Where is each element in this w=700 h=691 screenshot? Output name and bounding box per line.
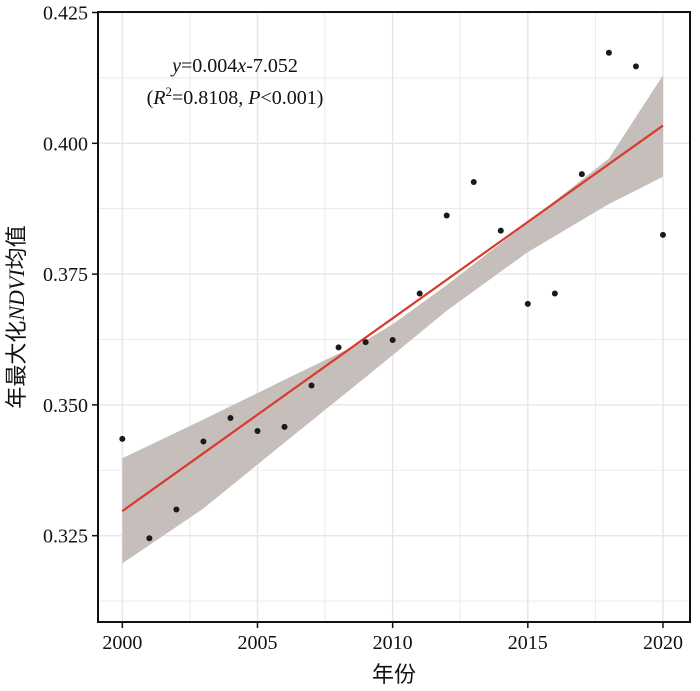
data-point xyxy=(308,382,315,389)
data-point xyxy=(605,49,612,56)
data-point xyxy=(362,339,369,346)
regression-line xyxy=(121,124,664,512)
x-axis: 2000 2005 2010 2015 2020 xyxy=(102,622,683,654)
data-point xyxy=(281,423,288,430)
y-axis: 0.325 0.350 0.375 0.400 0.425 xyxy=(43,3,98,548)
x-tick-label: 2010 xyxy=(373,632,413,654)
data-point xyxy=(146,535,153,542)
data-point xyxy=(578,171,585,178)
regression-stats: (R2=0.8108, P<0.001) xyxy=(147,84,324,109)
data-point xyxy=(659,231,666,238)
x-tick-label: 2000 xyxy=(102,632,142,654)
y-tick-label: 0.350 xyxy=(43,395,88,417)
data-point xyxy=(254,428,261,435)
x-tick-label: 2020 xyxy=(643,632,683,654)
data-points xyxy=(119,49,666,542)
x-tick-label: 2005 xyxy=(237,632,277,654)
data-point xyxy=(227,414,234,421)
y-tick-label: 0.375 xyxy=(43,264,88,286)
data-point xyxy=(443,212,450,219)
data-point xyxy=(497,227,504,234)
regression-equation: y=0.004x-7.052 xyxy=(170,55,298,77)
data-point xyxy=(470,179,477,186)
plot-frame xyxy=(97,11,691,623)
data-point xyxy=(551,290,558,297)
y-axis-title: 年最大化NDVI均值 xyxy=(4,225,29,408)
y-tick-label: 0.325 xyxy=(43,526,88,548)
data-point xyxy=(119,435,126,442)
data-point xyxy=(632,63,639,70)
data-point xyxy=(335,344,342,351)
data-point xyxy=(416,290,423,297)
data-point xyxy=(173,506,180,513)
x-axis-title: 年份 xyxy=(372,662,416,687)
y-tick-label: 0.400 xyxy=(43,133,88,155)
data-point xyxy=(200,438,207,445)
y-tick-label: 0.425 xyxy=(43,3,88,25)
confidence-band xyxy=(122,75,664,564)
data-point xyxy=(389,337,396,344)
data-point xyxy=(524,300,531,307)
x-tick-label: 2015 xyxy=(508,632,548,654)
